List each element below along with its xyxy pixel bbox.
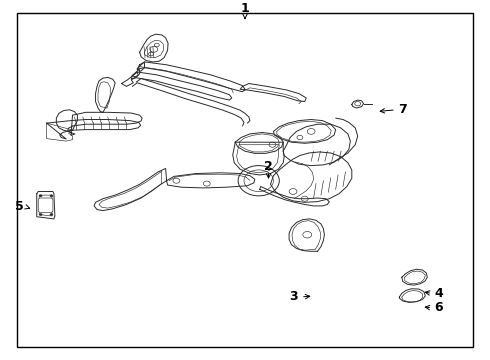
Text: 3: 3 [290, 291, 298, 303]
Circle shape [50, 213, 53, 216]
Circle shape [50, 195, 53, 197]
Text: 6: 6 [434, 301, 443, 314]
Text: 2: 2 [264, 160, 273, 173]
Text: 4: 4 [434, 287, 443, 300]
Circle shape [39, 195, 42, 197]
Text: 7: 7 [398, 103, 407, 116]
FancyBboxPatch shape [38, 198, 53, 212]
Circle shape [39, 213, 42, 216]
Text: 1: 1 [241, 3, 249, 15]
Text: 5: 5 [15, 201, 24, 213]
